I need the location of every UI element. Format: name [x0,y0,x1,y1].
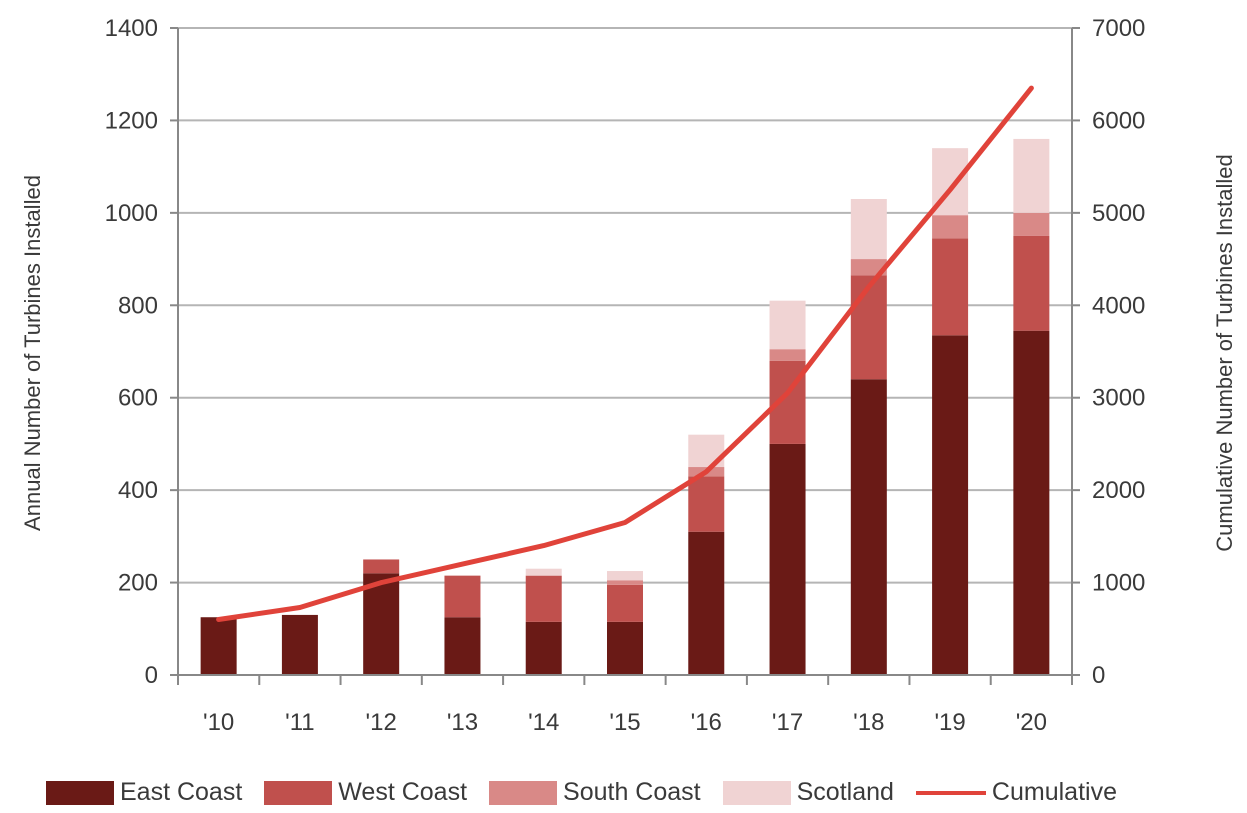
y-tick-label: 400 [118,477,158,504]
legend-item-east-coast: East Coast [46,778,242,807]
legend-label-cumulative: Cumulative [991,778,1117,806]
bar-east-coast [444,617,481,675]
y2-axis-title: Cumulative Number of Turbines Installed [1212,154,1237,551]
bar-west-coast [363,559,400,574]
bar-east-coast [688,531,725,675]
y-tick-label: 200 [118,570,158,597]
x-tick-label: '13 [447,709,478,736]
y2-tick-label: 6000 [1092,107,1145,134]
x-tick-label: '15 [609,709,640,736]
bar-west-coast [688,476,725,532]
bars [200,138,1050,675]
legend-label-east-coast: East Coast [120,778,243,806]
bar-south-coast [850,259,887,276]
y2-tick-label: 0 [1092,662,1105,689]
legend-swatch-cumulative [915,790,986,795]
x-tick-label: '20 [1016,709,1047,736]
bar-east-coast [363,573,400,675]
bar-west-coast [525,575,562,622]
gridlines [178,27,1072,584]
legend-label-south-coast: South Coast [563,778,701,806]
y-tick-label: 1200 [105,107,158,134]
bar-west-coast [607,584,643,622]
legend-label-scotland: Scotland [796,778,894,806]
x-tick-label: '10 [203,709,234,736]
tick-labels: 0 200 400 600 800 1000 1200 1400 0 1000 2000 3000 40… [105,15,1146,736]
x-tick-label: '19 [934,709,965,736]
bar-scotland [850,198,887,260]
cumulative-line [216,85,1034,622]
legend-swatch-west-coast [264,780,333,805]
y2-tick-label: 7000 [1092,15,1145,42]
bar-east-coast [607,621,643,675]
legend: East Coast West Coast South Coast Scotla… [46,778,1117,807]
bar-scotland [1013,138,1050,213]
bar-east-coast [932,335,969,675]
bar-east-coast [850,379,887,675]
bar-west-coast [932,238,969,336]
legend-swatch-scotland [722,780,791,805]
bar-west-coast [850,275,887,380]
axes [170,27,1080,685]
legend-item-west-coast: West Coast [264,778,467,807]
y2-tick-label: 2000 [1092,477,1145,504]
y2-tick-label: 5000 [1092,200,1145,227]
bar-west-coast [444,575,481,618]
x-tick-label: '16 [691,709,722,736]
bar-scotland [525,568,562,576]
x-tick-label: '17 [772,709,803,736]
legend-swatch-south-coast [489,780,558,805]
y-axis-title: Annual Number of Turbines Installed [20,175,45,531]
bar-south-coast [769,349,806,361]
legend-item-south-coast: South Coast [489,778,701,807]
y-tick-label: 1000 [105,200,158,227]
bar-east-coast [1013,330,1050,675]
cumulative-line-layer [216,85,1034,622]
y-tick-label: 600 [118,385,158,412]
y2-tick-label: 1000 [1092,570,1145,597]
bar-south-coast [1013,212,1050,236]
x-tick-label: '18 [853,709,884,736]
bar-east-coast [281,614,318,675]
y2-tick-label: 4000 [1092,292,1145,319]
bar-south-coast [607,580,643,585]
bar-east-coast [769,443,806,675]
x-tick-label: '12 [366,709,397,736]
legend-item-cumulative: Cumulative [915,778,1117,807]
bar-scotland [769,300,806,350]
bar-east-coast [525,621,562,675]
bar-scotland [607,571,643,581]
y-tick-label: 1400 [105,15,158,42]
bar-south-coast [932,215,969,239]
y-tick-label: 800 [118,292,158,319]
bar-east-coast [200,617,237,675]
legend-item-scotland: Scotland [722,778,894,807]
legend-swatch-east-coast [46,780,114,805]
x-tick-label: '11 [285,709,315,736]
x-tick-label: '14 [528,709,559,736]
y2-tick-label: 3000 [1092,385,1145,412]
bar-west-coast [1013,235,1050,331]
y-tick-label: 0 [145,662,158,689]
legend-label-west-coast: West Coast [338,778,468,806]
